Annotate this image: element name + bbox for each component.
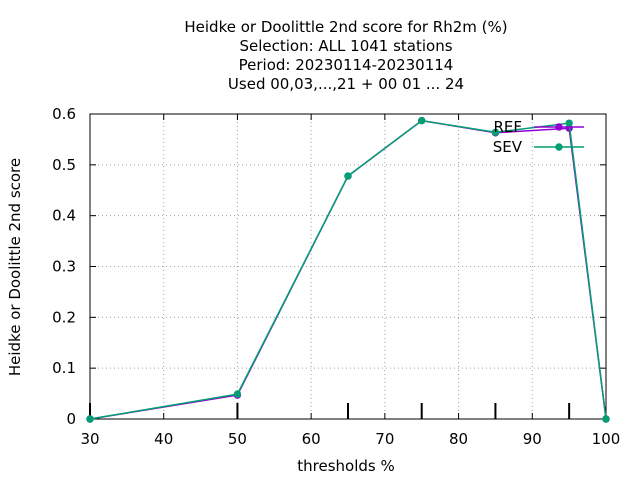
legend-label: REF [493, 118, 522, 136]
x-tick-label: 60 [302, 430, 321, 448]
title-line: Selection: ALL 1041 stations [239, 37, 452, 55]
series [86, 116, 610, 423]
data-point [565, 119, 573, 127]
y-tick-label: 0.1 [52, 359, 76, 377]
y-tick-label: 0.6 [52, 105, 76, 123]
y-tick-label: 0.2 [52, 308, 76, 326]
x-tick-label: 90 [523, 430, 542, 448]
x-tick-label: 50 [228, 430, 247, 448]
legend: REF SEV [493, 118, 584, 156]
x-axis: 30 40 50 60 70 80 90 100 [80, 114, 620, 448]
grid [90, 114, 606, 419]
y-tick-label: 0.5 [52, 156, 76, 174]
x-axis-label: thresholds % [297, 457, 394, 475]
data-point [418, 116, 426, 125]
data-point [233, 390, 242, 398]
data-point [491, 128, 500, 137]
series-line-ref [89, 119, 607, 420]
x-tick-label: 80 [449, 430, 468, 448]
title-line: Period: 20230114-20230114 [239, 56, 454, 74]
legend-swatch-marker [555, 143, 563, 151]
y-tick-label: 0 [66, 410, 76, 428]
x-tick-label: 100 [592, 430, 621, 448]
series-sev [86, 116, 610, 423]
threshold-markers [89, 403, 571, 419]
series-line-sev [89, 119, 607, 420]
title-line: Heidke or Doolittle 2nd score for Rh2m (… [184, 18, 507, 36]
data-point [344, 172, 352, 180]
y-axis-label: Heidke or Doolittle 2nd score [6, 158, 24, 376]
legend-swatch-marker [555, 123, 563, 131]
x-tick-label: 70 [375, 430, 394, 448]
x-tick-label: 30 [80, 430, 99, 448]
legend-label: SEV [493, 138, 523, 156]
y-axis: 0 0.1 0.2 0.3 0.4 0.5 0.6 [52, 105, 606, 428]
data-point [602, 415, 610, 423]
y-tick-label: 0.4 [52, 207, 76, 225]
plot-frame [89, 113, 607, 420]
title-line: Used 00,03,...,21 + 00 01 ... 24 [228, 75, 464, 93]
data-point [86, 415, 94, 423]
x-tick-label: 40 [154, 430, 173, 448]
chart-title: Heidke or Doolittle 2nd score for Rh2m (… [184, 18, 507, 93]
y-tick-label: 0.3 [52, 258, 76, 276]
series-ref [86, 116, 610, 423]
